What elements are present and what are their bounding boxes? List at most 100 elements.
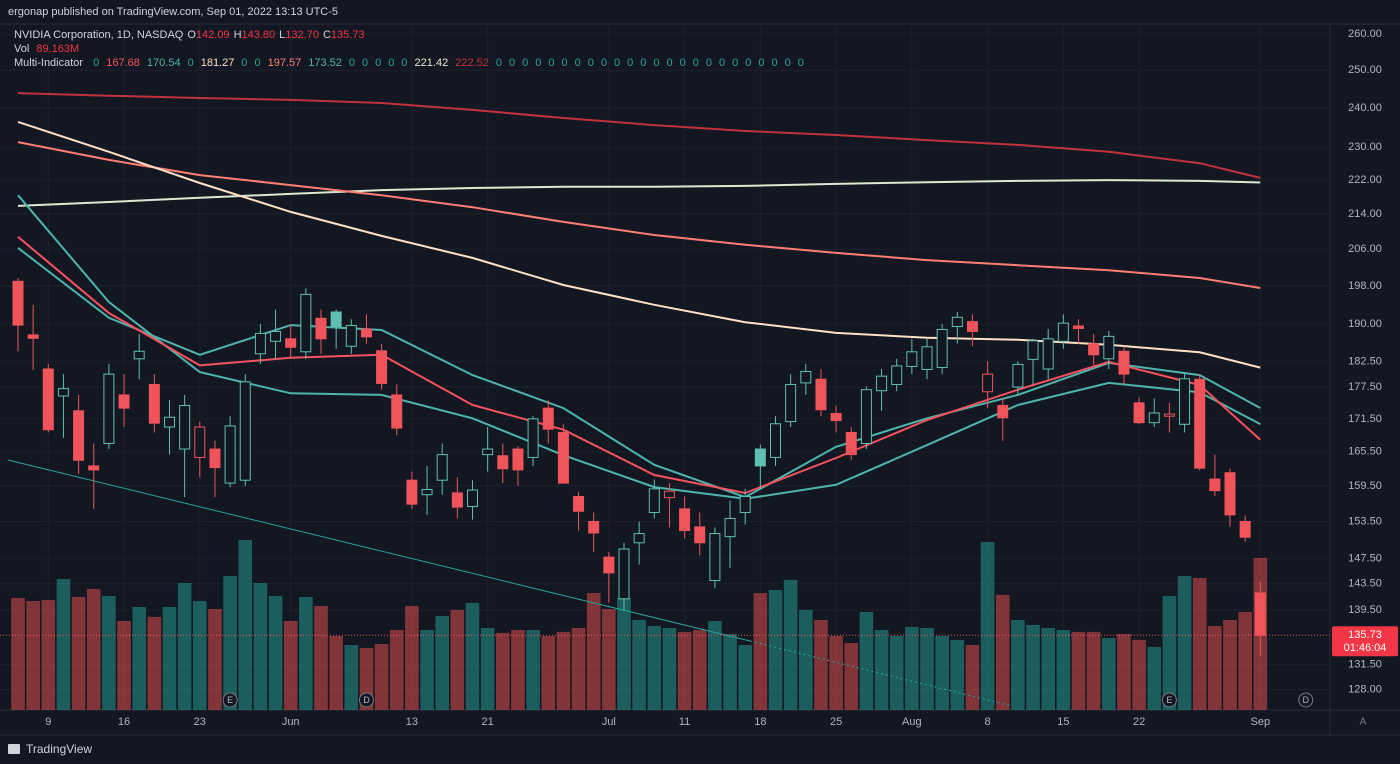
- indicator-value: 0: [784, 57, 791, 69]
- y-tick-label: 190.00: [1348, 318, 1382, 330]
- candle-body: [1148, 412, 1160, 424]
- event-label: D: [1303, 695, 1310, 705]
- candle-body: [648, 488, 660, 513]
- auto-scale-button[interactable]: A: [1360, 717, 1367, 728]
- event-label: E: [227, 695, 233, 705]
- volume-bar: [1132, 639, 1146, 710]
- x-tick-label: 18: [754, 716, 766, 728]
- indicator-value: 0: [548, 57, 555, 69]
- candle-body: [1224, 472, 1236, 516]
- volume-bar: [526, 630, 540, 710]
- volume-bar: [859, 611, 874, 710]
- candle-body: [1179, 378, 1191, 425]
- candle-body: [285, 338, 297, 348]
- candle-body: [542, 407, 554, 430]
- volume-bar: [1238, 611, 1252, 710]
- indicator-value: 0: [348, 57, 356, 69]
- volume-bar: [844, 642, 859, 710]
- ohlc-key: H: [233, 29, 242, 41]
- volume-bar: [71, 596, 86, 710]
- volume-bar: [708, 620, 722, 710]
- candle-body: [921, 346, 933, 371]
- candle-body: [1027, 340, 1039, 360]
- volume-bar: [662, 627, 677, 710]
- volume-bar: [617, 597, 631, 710]
- volume-bar: [874, 630, 889, 710]
- volume-bar: [86, 588, 101, 710]
- candle-body: [88, 465, 100, 471]
- volume-bar: [905, 626, 919, 710]
- volume-bar: [450, 609, 465, 710]
- ohlc-value: 135.73: [330, 29, 365, 41]
- volume-bar: [692, 630, 707, 710]
- y-tick-label: 165.50: [1348, 446, 1382, 458]
- x-tick-label: 25: [830, 716, 842, 728]
- volume-bar: [299, 596, 313, 710]
- volume-bar: [753, 593, 768, 710]
- candle-body: [618, 548, 630, 600]
- volume-bar: [1071, 631, 1086, 710]
- y-tick-label: 182.50: [1348, 355, 1382, 367]
- candle-body: [391, 394, 403, 429]
- indicator-value: 221.42: [414, 57, 449, 69]
- volume-bar: [799, 609, 813, 710]
- price-tag-value: 135.73: [1348, 629, 1382, 641]
- candle-body: [300, 293, 312, 353]
- volume-bar: [223, 575, 237, 710]
- volume-bar: [1026, 624, 1040, 710]
- countdown: 01:46:04: [1344, 642, 1387, 654]
- volume-bar: [268, 595, 283, 710]
- indicator-value: 0: [574, 57, 581, 69]
- candle-body: [1254, 592, 1266, 636]
- ohlc: O142.09 H143.80 L132.70 C135.73: [183, 29, 364, 41]
- candle-body: [1118, 350, 1130, 375]
- x-tick-label: 21: [482, 716, 494, 728]
- candle-body: [73, 410, 85, 461]
- candle-body: [906, 351, 918, 367]
- volume-layer: [11, 540, 1268, 710]
- candle-body: [376, 350, 388, 384]
- moving-average-line: [17, 92, 1261, 179]
- volume-bar: [1192, 578, 1207, 710]
- x-tick-label: 15: [1057, 716, 1069, 728]
- candle-body: [754, 448, 766, 467]
- volume-bar: [374, 644, 389, 710]
- volume-bar: [965, 645, 980, 710]
- indicator-value: 0: [758, 57, 765, 69]
- volume-bar: [1223, 619, 1237, 710]
- volume-bar: [1056, 630, 1071, 710]
- event-marker: [358, 692, 374, 708]
- moving-average-line: [17, 247, 1261, 499]
- indicator-value: 0: [401, 57, 408, 69]
- indicator-value: 167.68: [106, 57, 140, 69]
- candle-body: [876, 375, 888, 392]
- indicator-value: 0: [653, 57, 660, 69]
- volume-bar: [647, 625, 662, 710]
- candle-body: [663, 490, 675, 499]
- indicator-value: 0: [495, 57, 502, 69]
- indicator-value: 0: [705, 57, 712, 69]
- x-tick-label: 23: [194, 716, 206, 728]
- indicator-value: 0: [388, 57, 395, 69]
- indicator-value: 0: [640, 57, 647, 69]
- candle-body: [497, 455, 509, 470]
- volume-bar: [41, 600, 56, 710]
- indicator-value: 0: [522, 57, 529, 69]
- volume-bar: [117, 620, 131, 710]
- candle-body: [1239, 520, 1251, 538]
- x-tick-label: 22: [1133, 716, 1145, 728]
- brand-logo: [8, 744, 20, 754]
- indicator-value: 0: [535, 57, 542, 69]
- volume-bar: [283, 620, 298, 710]
- volume-bar: [920, 627, 934, 710]
- candle-body: [118, 394, 130, 409]
- y-tick-label: 222.00: [1348, 174, 1382, 186]
- candle-body: [254, 332, 266, 355]
- candle-body: [194, 426, 206, 458]
- candle-body: [997, 404, 1009, 419]
- candle-body: [360, 328, 372, 338]
- volume-bar: [950, 639, 965, 710]
- candle-body: [451, 492, 463, 508]
- y-tick-label: 250.00: [1348, 64, 1382, 76]
- candle-body: [951, 316, 963, 328]
